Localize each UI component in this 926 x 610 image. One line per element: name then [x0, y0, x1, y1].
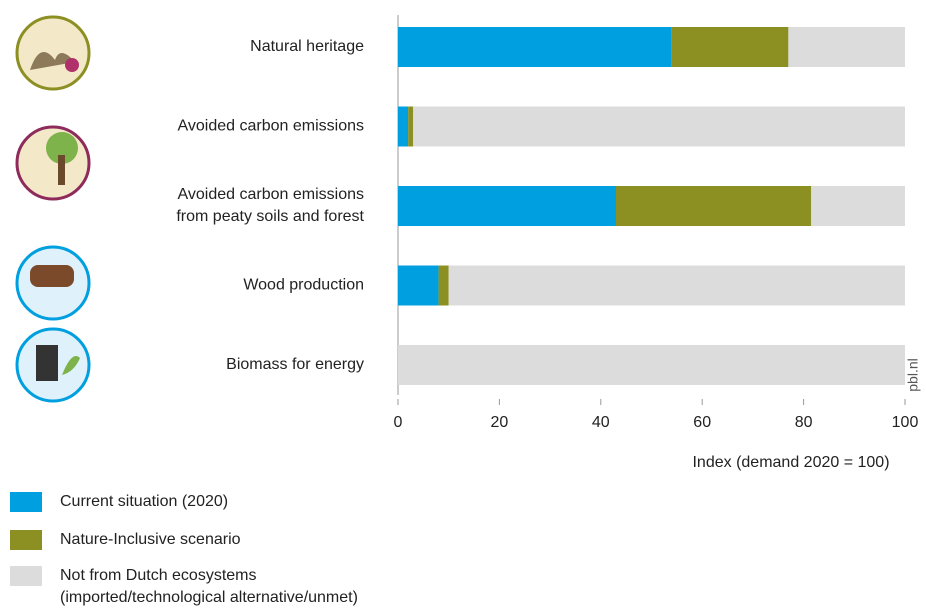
x-tick-label: 80 — [795, 414, 813, 431]
category-label: Wood production — [243, 277, 364, 294]
bar-segment — [438, 265, 449, 306]
bar-segment — [788, 27, 905, 67]
bar-segment — [811, 186, 905, 226]
category-label: Biomass for energy — [226, 356, 364, 373]
icon-trunk — [58, 155, 65, 185]
category-label: Avoided carbon emissions from peaty soils… — [176, 186, 364, 225]
x-tick-label: 0 — [394, 414, 403, 431]
bar-segment — [408, 106, 414, 147]
bar-segment — [671, 27, 789, 67]
bar-segment — [616, 186, 812, 226]
watermark: pbl.nl — [905, 358, 921, 391]
icon-tree — [46, 132, 78, 164]
legend-swatch — [10, 492, 42, 512]
x-tick-label: 20 — [491, 414, 509, 431]
icons — [15, 15, 91, 403]
icon-flower — [65, 58, 79, 72]
bar-segment — [398, 265, 439, 306]
bar-segment — [398, 186, 617, 226]
x-tick-label: 100 — [892, 414, 919, 431]
legend-label: Current situation (2020) — [60, 493, 228, 510]
bar-segment — [398, 345, 905, 385]
icon-logs — [30, 265, 74, 287]
category-label: Natural heritage — [250, 38, 364, 55]
legend-swatch — [10, 566, 42, 586]
x-tick-label: 40 — [592, 414, 610, 431]
legend-swatch — [10, 530, 42, 550]
x-tick-label: 60 — [693, 414, 711, 431]
icon-butterfly — [30, 52, 75, 70]
bar-segment — [448, 265, 905, 306]
icon-leaf — [62, 356, 80, 375]
legend-label: Nature-Inclusive scenario — [60, 531, 241, 548]
bar-segment — [413, 106, 905, 147]
bar-segment — [398, 27, 672, 67]
icon-pump — [36, 345, 58, 381]
legend-label: Not from Dutch ecosystems (imported/techn… — [60, 567, 358, 606]
category-label: Avoided carbon emissions — [178, 118, 364, 135]
x-axis-label: Index (demand 2020 = 100) — [692, 454, 889, 471]
icon-natural — [15, 15, 91, 91]
bar-segment — [398, 106, 409, 147]
